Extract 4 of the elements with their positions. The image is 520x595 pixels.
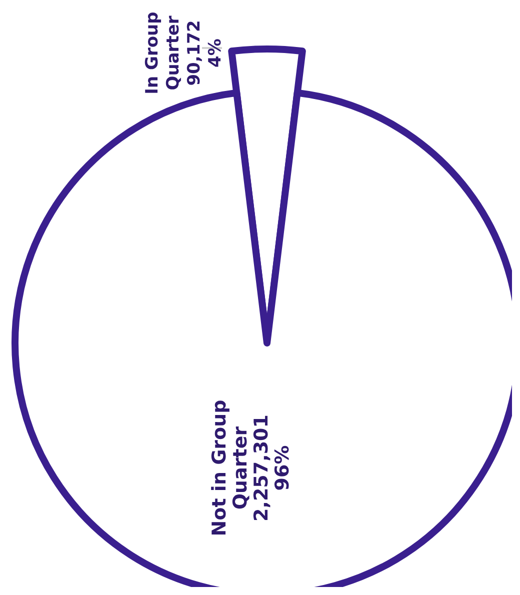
data-label: 2,257,301 96% [250,414,294,522]
slice-label: Not in Group Quarter [208,400,252,536]
slice-label: In Group Quarter [142,12,184,94]
data-label: 90,172 4% [184,20,226,86]
